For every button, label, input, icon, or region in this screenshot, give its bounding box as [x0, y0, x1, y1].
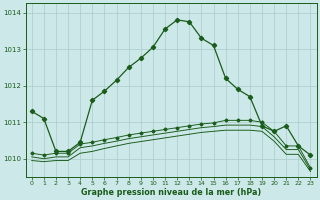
X-axis label: Graphe pression niveau de la mer (hPa): Graphe pression niveau de la mer (hPa): [81, 188, 261, 197]
